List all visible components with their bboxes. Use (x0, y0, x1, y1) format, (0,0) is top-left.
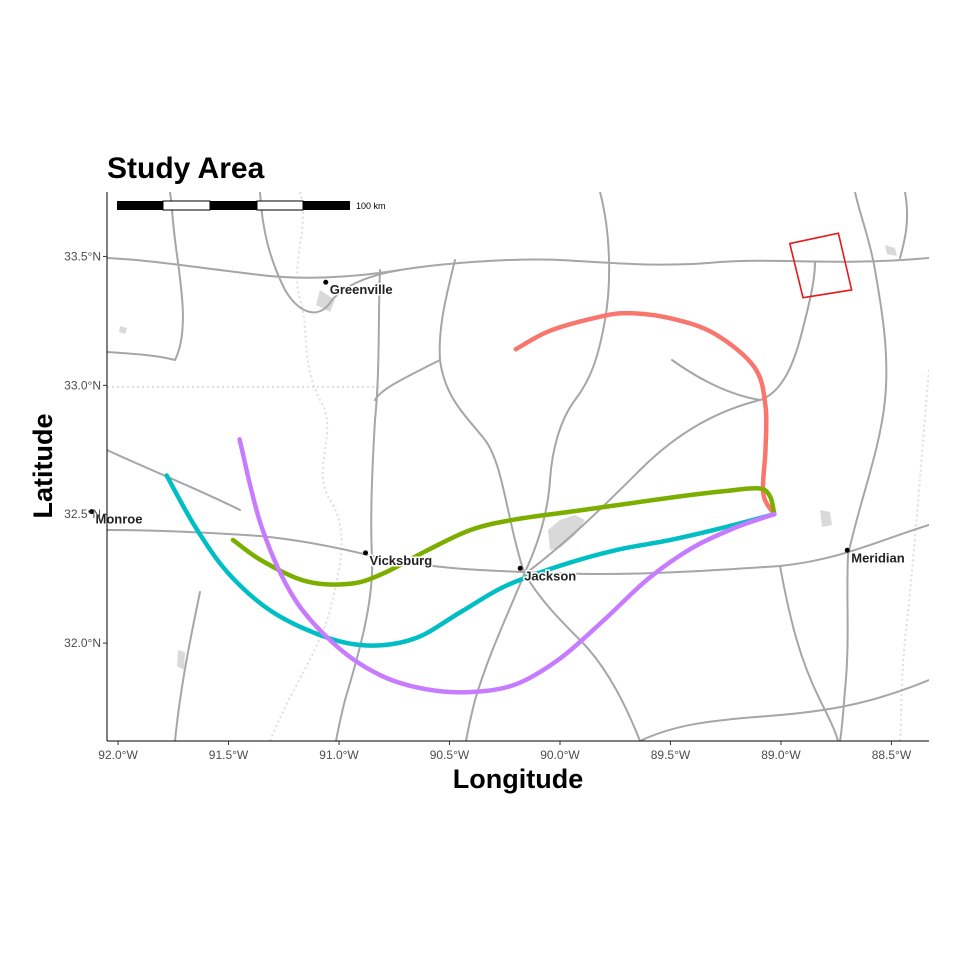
city-label: Monroe (96, 512, 143, 527)
road-line (174, 591, 201, 741)
city-label: Meridian (851, 550, 905, 565)
x-tick-label: 89.5°W (651, 748, 691, 762)
road-line (639, 679, 929, 741)
track-line-4 (237, 437, 777, 695)
city-marker (844, 547, 850, 553)
map-background (107, 192, 929, 741)
reservoir-shape (548, 515, 585, 550)
track-line-1 (513, 310, 777, 517)
road-line (839, 554, 849, 741)
scale-bar-segment (303, 201, 350, 210)
river-line (269, 192, 343, 741)
road-line (899, 192, 909, 259)
road-line (847, 192, 888, 556)
track-line-2 (230, 485, 777, 587)
y-tick-label: 32.0°N (64, 636, 101, 650)
city-label: Vicksburg (370, 553, 433, 568)
road-line (779, 565, 839, 741)
city-marker (323, 279, 329, 285)
study-area-box (788, 232, 853, 299)
track-line-3 (164, 473, 777, 648)
scale-bar: 100 km (117, 200, 386, 211)
lake-shape (885, 245, 897, 256)
x-tick-label: 88.5°W (872, 748, 912, 762)
x-tick-label: 90.0°W (540, 748, 580, 762)
y-tick-label: 33.0°N (64, 378, 101, 392)
x-tick-label: 91.5°W (209, 748, 249, 762)
scale-bar-segment (162, 200, 211, 211)
road-line (107, 449, 241, 511)
y-tick-label: 32.5°N (64, 507, 101, 521)
road-line (524, 261, 816, 575)
scale-bar-label: 100 km (356, 201, 386, 211)
x-tick-label: 92.0°W (98, 748, 138, 762)
road-line (438, 259, 526, 575)
road-line (671, 359, 761, 401)
lake-shape (177, 650, 185, 670)
city-marker (363, 550, 369, 556)
lake-shape (316, 290, 335, 312)
lake-shape (119, 326, 127, 334)
road-line (335, 269, 381, 741)
y-axis-ticks: 32.0°N 32.5°N 33.0°N 33.5°N (64, 249, 107, 650)
x-tick-label: 91.0°W (319, 748, 359, 762)
city-label: Greenville (330, 282, 393, 297)
scale-bar-segment (210, 201, 257, 210)
y-axis-title: Latitude (28, 414, 58, 519)
x-tick-label: 89.0°W (761, 748, 801, 762)
road-line (107, 192, 184, 361)
city-label: Jackson (524, 568, 576, 583)
map-panel: Greenville Monroe Vicksburg Jackson Meridian… (89, 192, 929, 742)
road-line (259, 192, 401, 314)
lake-shape (820, 510, 832, 527)
map-title: Study Area (107, 152, 265, 185)
road-line (374, 359, 441, 401)
x-axis-title: Longitude (453, 764, 583, 794)
x-tick-label: 90.5°W (430, 748, 470, 762)
x-axis-ticks: 92.0°W 91.5°W 91.0°W 90.5°W 90.0°W 89.5°W 89.0… (98, 741, 912, 762)
scale-bar-segment (256, 200, 304, 211)
road-line (107, 257, 929, 279)
city-marker (89, 509, 95, 515)
scale-bar-segment (117, 201, 163, 210)
basemap (107, 192, 929, 741)
y-tick-label: 33.5°N (64, 249, 101, 263)
city-marker (517, 565, 523, 571)
tracks-layer (164, 310, 777, 695)
